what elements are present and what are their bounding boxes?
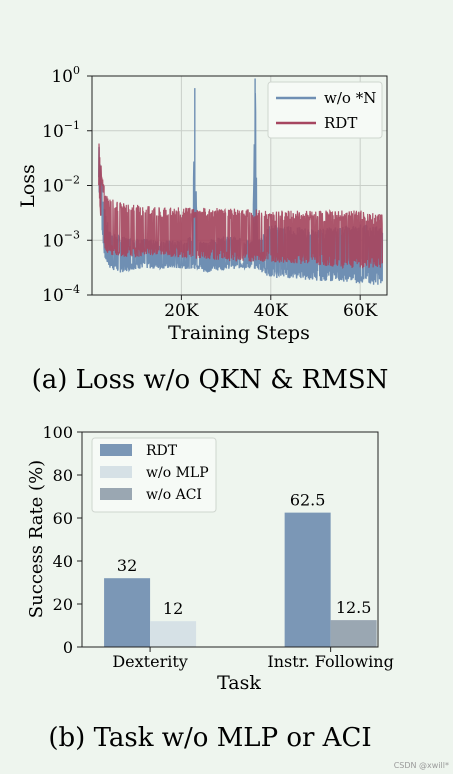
- loss-x-tick-label: 60K: [343, 301, 378, 321]
- success-y-tick-label: 80: [53, 466, 73, 485]
- success-chart-y-ticks: 0 20 40 60 80 100: [42, 423, 82, 657]
- loss-x-tick-label: 40K: [254, 301, 289, 321]
- loss-chart-y-label: Loss: [17, 164, 39, 208]
- success-chart-x-label: Task: [217, 672, 261, 694]
- success-chart-x-ticks: Dexterity Instr. Following: [112, 647, 394, 671]
- loss-chart-series: [98, 78, 384, 285]
- bar-rdt-0: [104, 578, 151, 647]
- watermark: CSDN @xwill*: [393, 761, 449, 770]
- loss-legend-label: RDT: [324, 114, 357, 132]
- bar-value-label: 62.5: [290, 491, 326, 510]
- bar-value-label: 12.5: [336, 598, 372, 617]
- success-legend-swatch: [100, 466, 132, 478]
- loss-x-tick-label: 20K: [164, 301, 199, 321]
- bar-w-o-aci-1: [330, 620, 377, 647]
- bar-w-o-mlp-0: [150, 621, 197, 647]
- loss-chart-x-label: Training Steps: [168, 322, 310, 344]
- success-chart-y-label: Success Rate (%): [26, 460, 47, 618]
- success-x-tick-label: Instr. Following: [267, 652, 393, 671]
- success-legend-swatch: [100, 488, 132, 500]
- success-chart-legend: RDT w/o MLP w/o ACI: [91, 437, 217, 513]
- success-y-tick-label: 60: [53, 509, 73, 528]
- success-y-tick-label: 100: [42, 423, 73, 442]
- success-y-tick-label: 20: [53, 595, 73, 614]
- loss-chart-legend: w/o *N RDT: [267, 81, 383, 139]
- loss-chart-x-ticks: 20K 40K 60K: [164, 295, 378, 321]
- success-y-tick-label: 0: [63, 638, 73, 657]
- success-x-tick-label: Dexterity: [112, 652, 187, 671]
- bar-value-label: 12: [163, 599, 183, 618]
- loss-series-rdt: [98, 143, 383, 269]
- loss-chart-caption: (a) Loss w/o QKN & RMSN: [32, 365, 389, 395]
- success-chart-caption: (b) Task w/o MLP or ACI: [48, 723, 371, 753]
- success-legend-swatch: [100, 444, 132, 456]
- success-legend-label: RDT: [146, 443, 178, 459]
- success-y-tick-label: 40: [53, 552, 73, 571]
- bar-rdt-1: [284, 512, 331, 647]
- success-chart-frame: [81, 431, 379, 648]
- success-legend-label: w/o ACI: [146, 487, 202, 503]
- loss-y-tick-label: 100: [51, 64, 80, 87]
- bar-value-label: 32: [117, 556, 137, 575]
- success-legend-label: w/o MLP: [146, 465, 209, 481]
- loss-legend-label: w/o *N: [324, 89, 376, 107]
- loss-y-tick-label: 10−4: [42, 283, 80, 306]
- success-rate-bars: 32 12 62.5 12.5: [104, 491, 377, 647]
